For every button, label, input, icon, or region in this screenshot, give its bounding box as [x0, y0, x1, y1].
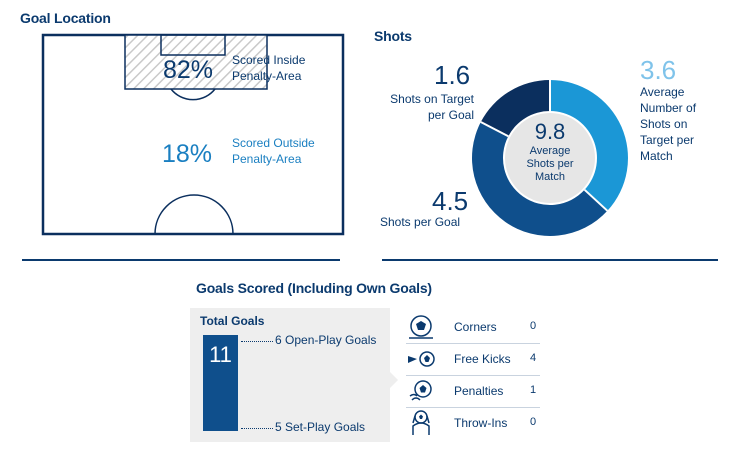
inside-label: Scored Inside Penalty-Area: [232, 52, 305, 84]
set-piece-name: Penalties: [454, 384, 504, 398]
set-piece-row-penalties: Penalties 1: [406, 376, 540, 406]
set-piece-value: 4: [530, 352, 537, 364]
row-separator: [406, 343, 540, 344]
penalty-arc: [170, 88, 216, 101]
free-kick-icon: [408, 351, 435, 367]
center-label-line3: Match: [535, 171, 565, 183]
outside-label-line2: Penalty-Area: [232, 152, 302, 166]
center-value: 9.8: [534, 119, 566, 144]
set-play-leader: [241, 428, 273, 429]
on-target-per-goal-label: Shots on Target per Goal: [370, 91, 474, 123]
row-separator: [406, 375, 540, 376]
set-piece-list: Corners 0 Free Kicks 4 Penalties 1: [406, 312, 546, 442]
set-piece-row-corners: Corners 0: [406, 312, 540, 342]
set-piece-value: 0: [530, 416, 537, 428]
penalty-icon: [409, 380, 432, 401]
on-target-per-goal-line1: Shots on Target: [390, 92, 474, 106]
set-piece-name: Corners: [454, 320, 497, 334]
section-divider-right: [382, 259, 718, 261]
outside-label: Scored Outside Penalty-Area: [232, 135, 315, 167]
penalty-area: [124, 34, 268, 90]
inside-label-line2: Penalty-Area: [232, 69, 302, 83]
avg-on-target-label: Average Number of Shots on Target per Ma…: [640, 84, 696, 164]
outside-percent: 18%: [162, 140, 213, 168]
center-label-line1: Average: [529, 145, 571, 157]
outside-label-line1: Scored Outside: [232, 136, 315, 150]
donut-on-target-segment: [550, 80, 628, 211]
goal-location-title: Goal Location: [20, 10, 111, 26]
avg-on-target-line1: Average: [640, 85, 685, 99]
donut-off-target-segment: [472, 122, 608, 236]
on-target-per-goal-value: 1.6: [434, 60, 471, 90]
center-label-line2: Shots per: [526, 158, 574, 170]
per-goal-label: Shots per Goal: [380, 215, 461, 229]
row-separator: [406, 407, 540, 408]
total-goals-bar: [203, 335, 238, 431]
on-target-per-goal-line2: per Goal: [427, 108, 474, 122]
donut-center: [505, 113, 595, 203]
inside-percent: 82%: [163, 56, 214, 84]
shots-donut: [472, 80, 628, 236]
open-play-label: 6 Open-Play Goals: [275, 333, 377, 347]
avg-on-target-line4: Target per: [640, 133, 695, 147]
set-piece-row-throw-ins: Throw-Ins 0: [406, 408, 540, 438]
set-piece-value: 0: [530, 320, 537, 332]
shots-title: Shots: [374, 28, 412, 44]
six-yard-box: [160, 34, 226, 56]
corner-flag-icon: [409, 315, 433, 339]
centre-circle: [154, 194, 234, 235]
set-play-label: 5 Set-Play Goals: [275, 420, 366, 434]
section-divider-left: [22, 259, 340, 261]
throw-in-icon: [412, 410, 430, 435]
set-piece-value: 1: [530, 384, 537, 396]
set-piece-name: Throw-Ins: [454, 416, 508, 430]
donut-dark-segment: [480, 80, 550, 137]
open-play-leader: [241, 341, 273, 342]
inside-label-line1: Scored Inside: [232, 53, 306, 67]
avg-on-target-line3: Shots on: [640, 117, 688, 131]
per-goal-value: 4.5: [432, 186, 469, 216]
avg-on-target-value: 3.6: [640, 55, 677, 85]
avg-on-target-line2: Number of: [640, 101, 697, 115]
avg-on-target-line5: Match: [640, 149, 673, 163]
total-goals-value: 11: [209, 342, 232, 367]
total-goals-label: Total Goals: [200, 314, 265, 328]
goals-scored-title: Goals Scored (Including Own Goals): [196, 280, 432, 296]
set-piece-name: Free Kicks: [454, 352, 511, 366]
center-label: Average Shots per Match: [510, 145, 590, 184]
pitch-diagram: [41, 33, 345, 236]
set-piece-row-free-kicks: Free Kicks 4: [406, 344, 540, 374]
